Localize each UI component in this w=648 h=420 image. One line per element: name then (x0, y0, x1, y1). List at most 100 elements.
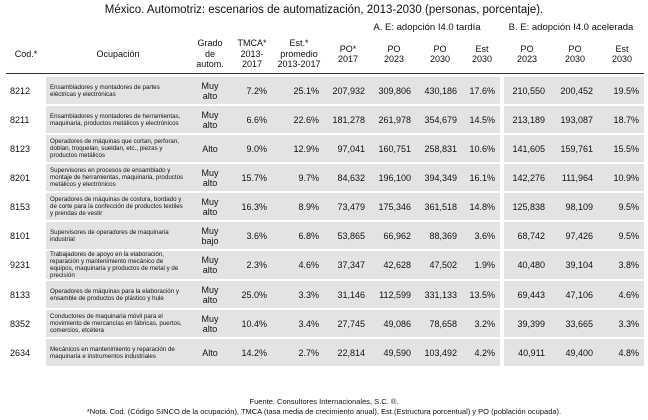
table-title: México. Automotriz: escenarios de automa… (104, 4, 544, 16)
cell-po2030-late: 430,186 (416, 77, 462, 104)
cell-po2023-accel: 213,189 (504, 106, 550, 133)
cell-cod: 8352 (6, 310, 46, 337)
cell-est-promedio: 25.1% (272, 77, 324, 104)
cell-po2030-accel: 200,452 (550, 77, 598, 104)
cell-tmca: 25.0% (230, 281, 272, 308)
cell-est2030-late: 16.1% (462, 164, 500, 191)
table-row: 9231 Trabajadores de apoyo en la elaborac… (6, 251, 644, 279)
cell-est2030-accel: 19.5% (598, 77, 644, 104)
column-separator (500, 193, 504, 220)
table-row: 8212 Ensambladores y montadores de partes… (6, 77, 644, 104)
cell-est2030-late: 14.5% (462, 106, 500, 133)
cell-po2017: 207,932 (324, 77, 370, 104)
cell-est2030-late: 4.2% (462, 339, 500, 366)
cell-grado: Muy alto (190, 193, 230, 220)
cell-est-promedio: 6.8% (272, 222, 324, 249)
cell-est2030-accel: 9.5% (598, 193, 644, 220)
cell-po2030-late: 394,349 (416, 164, 462, 191)
col-header-po2017: PO* 2017 (337, 43, 359, 65)
cell-est2030-accel: 18.7% (598, 106, 644, 133)
table-row: 8133 Operadores de máquinas para la elabo… (6, 281, 644, 308)
cell-est2030-late: 3.6% (462, 222, 500, 249)
cell-est2030-late: 1.9% (462, 251, 500, 279)
footer-note: *Nota. Cod. (Código SINCO de la ocupació… (86, 407, 562, 416)
col-header-est-promedio: Est.* promedio 2013-2017 (277, 38, 321, 70)
cell-po2017: 31,146 (324, 281, 370, 308)
cell-cod: 8101 (6, 222, 46, 249)
cell-po2023-late: 49,590 (370, 339, 416, 366)
cell-ocupacion: Mecánicos en mantenimiento y reparación … (46, 339, 190, 366)
cell-po2023-accel: 125,838 (504, 193, 550, 220)
cell-grado: Muy alto (190, 164, 230, 191)
table-header: Cod.* Ocupación Grado de autom. TMCA* 20… (6, 35, 644, 74)
automation-scenarios-table: 8212 Ensambladores y montadores de partes… (6, 75, 644, 368)
cell-est-promedio: 3.4% (272, 310, 324, 337)
col-header-po2023-accel: PO 2023 (516, 43, 538, 65)
column-separator (500, 164, 504, 191)
cell-cod: 9231 (6, 251, 46, 279)
cell-grado: Muy alto (190, 251, 230, 279)
cell-po2030-accel: 33,665 (550, 310, 598, 337)
cell-po2030-late: 103,492 (416, 339, 462, 366)
cell-po2030-accel: 159,761 (550, 135, 598, 162)
cell-po2017: 181,278 (324, 106, 370, 133)
cell-po2023-late: 196,100 (370, 164, 416, 191)
cell-ocupacion: Trabajadores de apoyo en la elaboración,… (46, 251, 190, 279)
cell-grado: Alto (190, 135, 230, 162)
cell-po2030-late: 258,831 (416, 135, 462, 162)
cell-po2023-accel: 40,911 (504, 339, 550, 366)
cell-po2023-accel: 40,480 (504, 251, 550, 279)
cell-est-promedio: 22.6% (272, 106, 324, 133)
cell-est2030-late: 10.6% (462, 135, 500, 162)
table-row: 8201 Supervisores en procesos de ensambla… (6, 164, 644, 191)
cell-cod: 8153 (6, 193, 46, 220)
cell-po2030-accel: 193,087 (550, 106, 598, 133)
cell-tmca: 16.3% (230, 193, 272, 220)
cell-po2023-late: 160,751 (370, 135, 416, 162)
cell-ocupacion: Supervisores en procesos de ensamblado y… (46, 164, 190, 191)
cell-po2023-accel: 142,276 (504, 164, 550, 191)
cell-po2030-accel: 39,104 (550, 251, 598, 279)
cell-est-promedio: 8.9% (272, 193, 324, 220)
cell-grado: Muy alto (190, 281, 230, 308)
cell-tmca: 6.6% (230, 106, 272, 133)
cell-po2023-accel: 39,399 (504, 310, 550, 337)
col-header-po2023-late: PO 2023 (383, 43, 405, 65)
col-header-est2030-late: Est 2030 (471, 43, 493, 65)
cell-po2023-late: 112,599 (370, 281, 416, 308)
table-row: 8211 Ensambladores y montadores de herram… (6, 106, 644, 133)
cell-po2030-late: 88,369 (416, 222, 462, 249)
cell-tmca: 15.7% (230, 164, 272, 191)
cell-tmca: 9.0% (230, 135, 272, 162)
cell-po2030-late: 78,658 (416, 310, 462, 337)
cell-po2030-late: 354,679 (416, 106, 462, 133)
column-separator (500, 106, 504, 133)
column-separator (500, 281, 504, 308)
column-separator (500, 339, 504, 366)
footer-source: Fuente. Consultores Internacionales, S.C… (249, 397, 399, 406)
group-header-accelerated-adoption: B. E: adopción I4.0 acelerada (508, 22, 634, 33)
cell-po2030-accel: 47,106 (550, 281, 598, 308)
cell-cod: 8201 (6, 164, 46, 191)
cell-est2030-accel: 4.8% (598, 339, 644, 366)
col-header-cod: Cod.* (14, 48, 38, 59)
cell-po2023-accel: 141,605 (504, 135, 550, 162)
cell-po2023-late: 49,086 (370, 310, 416, 337)
col-header-ocupacion: Ocupación (96, 48, 140, 59)
cell-po2030-accel: 97,426 (550, 222, 598, 249)
cell-po2030-late: 47,502 (416, 251, 462, 279)
column-separator (500, 135, 504, 162)
column-separator (500, 222, 504, 249)
cell-po2017: 97,041 (324, 135, 370, 162)
cell-po2030-late: 331,133 (416, 281, 462, 308)
cell-tmca: 3.6% (230, 222, 272, 249)
table-row: 8153 Operadores de máquinas de costura, b… (6, 193, 644, 220)
cell-cod: 8212 (6, 77, 46, 104)
cell-ocupacion: Conductores de maquinaria móvil para el … (46, 310, 190, 337)
cell-est-promedio: 4.6% (272, 251, 324, 279)
cell-po2023-late: 175,346 (370, 193, 416, 220)
cell-ocupacion: Operadores de máquinas de costura, borda… (46, 193, 190, 220)
cell-ocupacion: Operadores de máquinas para la elaboraci… (46, 281, 190, 308)
cell-po2030-accel: 98,109 (550, 193, 598, 220)
table-row: 8123 Operadores de máquinas que cortan, p… (6, 135, 644, 162)
